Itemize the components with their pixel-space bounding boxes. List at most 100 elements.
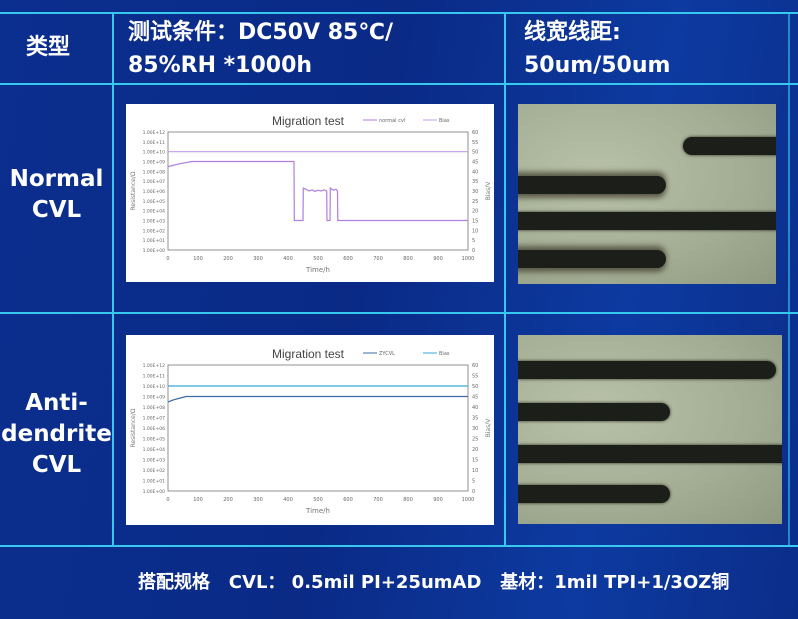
chart-svg: Migration test 0 100 200 300 400 500 600 700 800 9… <box>130 114 492 274</box>
y-tick-label: 1.00E+00 <box>143 248 165 254</box>
x-tick-label: 300 <box>253 497 263 503</box>
y-tick-label: 1.00E+07 <box>143 416 165 422</box>
y-tick-label: 1.00E+10 <box>143 384 165 390</box>
x-tick-label: 300 <box>253 256 263 262</box>
x-tick-label: 1000 <box>462 256 475 262</box>
trace <box>518 361 776 379</box>
y-tick-label: 1.00E+03 <box>143 219 165 225</box>
x-tick-label: 100 <box>193 256 203 262</box>
trace <box>683 137 776 155</box>
y-tick-label: 1.00E+09 <box>143 160 165 166</box>
x-tick-label: 400 <box>283 256 293 262</box>
grid-line <box>788 12 790 547</box>
y-tick-label: 1.00E+01 <box>143 238 165 244</box>
y-tick-label: 1.00E+06 <box>143 426 165 432</box>
y-tick-label: 1.00E+12 <box>143 130 165 136</box>
y2-tick-label: 35 <box>472 179 478 185</box>
x-tick-label: 200 <box>223 256 233 262</box>
x-tick-label: 0 <box>166 256 169 262</box>
y2-tick-label: 55 <box>472 374 478 380</box>
y2-tick-label: 35 <box>472 416 478 422</box>
grid-line <box>0 12 798 14</box>
y2-tick-label: 15 <box>472 219 478 225</box>
x-tick-label: 700 <box>373 256 383 262</box>
y-tick-label: 1.00E+09 <box>143 395 165 401</box>
plot-area <box>167 131 469 251</box>
y-tick-label: 1.00E+01 <box>143 479 165 485</box>
y-tick-label: 1.00E+03 <box>143 458 165 464</box>
series-line-0 <box>167 160 468 222</box>
x-tick-label: 100 <box>193 497 203 503</box>
y2-tick-label: 5 <box>472 238 475 244</box>
grid-line <box>0 312 798 314</box>
x-tick-label: 900 <box>433 256 443 262</box>
y2-tick-label: 20 <box>472 209 478 215</box>
trace <box>518 403 670 421</box>
x-tick-label: 0 <box>166 497 169 503</box>
y-tick-label: 1.00E+04 <box>143 209 165 215</box>
header-type: 类型 <box>26 35 71 60</box>
y-tick-label: 1.00E+08 <box>143 405 165 411</box>
header-condition-1: 测试条件：DC50V 85℃/ <box>128 20 393 45</box>
y-tick-label: 1.00E+06 <box>143 189 165 195</box>
grid-line <box>112 12 114 547</box>
y-tick-label: 1.00E+02 <box>143 228 165 234</box>
legend-label: ZYCVL <box>379 351 395 357</box>
y-tick-label: 1.00E+07 <box>143 179 165 185</box>
trace <box>518 250 666 268</box>
x-tick-label: 500 <box>313 497 323 503</box>
header-spacing-1: 线宽线距: <box>524 20 621 45</box>
y-tick-label: 1.00E+08 <box>143 169 165 175</box>
header-condition-2: 85%RH *1000h <box>128 53 313 78</box>
y-tick-label: 1.00E+05 <box>143 437 165 443</box>
trace <box>518 176 666 194</box>
y-tick-label: 1.00E+02 <box>143 468 165 474</box>
y2-tick-label: 25 <box>472 199 478 205</box>
x-tick-label: 500 <box>313 256 323 262</box>
y2-axis-label: Bias/V <box>485 418 492 438</box>
trace <box>518 445 782 463</box>
row-label-line: Anti- <box>25 390 88 416</box>
y2-tick-label: 10 <box>472 228 478 234</box>
y2-tick-label: 40 <box>472 169 478 175</box>
y2-tick-label: 15 <box>472 458 478 464</box>
x-tick-label: 700 <box>373 497 383 503</box>
y2-tick-label: 40 <box>472 405 478 411</box>
y-tick-label: 1.00E+12 <box>143 363 165 369</box>
plot-area <box>167 364 469 492</box>
y2-tick-label: 50 <box>472 384 478 390</box>
legend-label: normal cvl <box>379 118 405 124</box>
y-tick-label: 1.00E+11 <box>143 140 165 146</box>
y2-tick-label: 60 <box>472 363 478 369</box>
row-label-anti-dendrite: Anti- dendrite CVL <box>0 388 113 481</box>
grid-line <box>0 83 798 85</box>
row-label-line: CVL <box>31 452 82 478</box>
row-label-line: dendrite <box>1 421 112 447</box>
y-axis-label: Resistance/Ω <box>130 171 137 210</box>
y-tick-label: 1.00E+11 <box>143 374 165 380</box>
y-tick-label: 1.00E+05 <box>143 199 165 205</box>
y-tick-label: 1.00E+10 <box>143 150 165 156</box>
x-tick-label: 1000 <box>462 497 475 503</box>
y-axis-label: Resistance/Ω <box>130 408 137 447</box>
x-tick-label: 600 <box>343 256 353 262</box>
microscope-image-normal <box>518 104 776 284</box>
chart-title: Migration test <box>272 114 345 128</box>
migration-chart-normal: Migration test 0 100 200 300 400 500 600 700 800 9… <box>126 104 494 282</box>
y2-tick-label: 45 <box>472 395 478 401</box>
y2-tick-label: 0 <box>472 489 475 495</box>
y2-tick-label: 5 <box>472 479 475 485</box>
x-tick-label: 800 <box>403 497 413 503</box>
x-tick-label: 600 <box>343 497 353 503</box>
microscope-image-anti-dendrite <box>518 335 782 524</box>
y2-tick-label: 55 <box>472 140 478 146</box>
x-tick-label: 800 <box>403 256 413 262</box>
row-label-normal: Normal CVL <box>0 164 113 226</box>
x-axis-label: Time/h <box>305 266 330 274</box>
x-tick-label: 200 <box>223 497 233 503</box>
y-tick-label: 1.00E+04 <box>143 447 165 453</box>
y2-tick-label: 50 <box>472 150 478 156</box>
trace <box>518 212 776 230</box>
row-label-line: Normal <box>9 166 104 192</box>
